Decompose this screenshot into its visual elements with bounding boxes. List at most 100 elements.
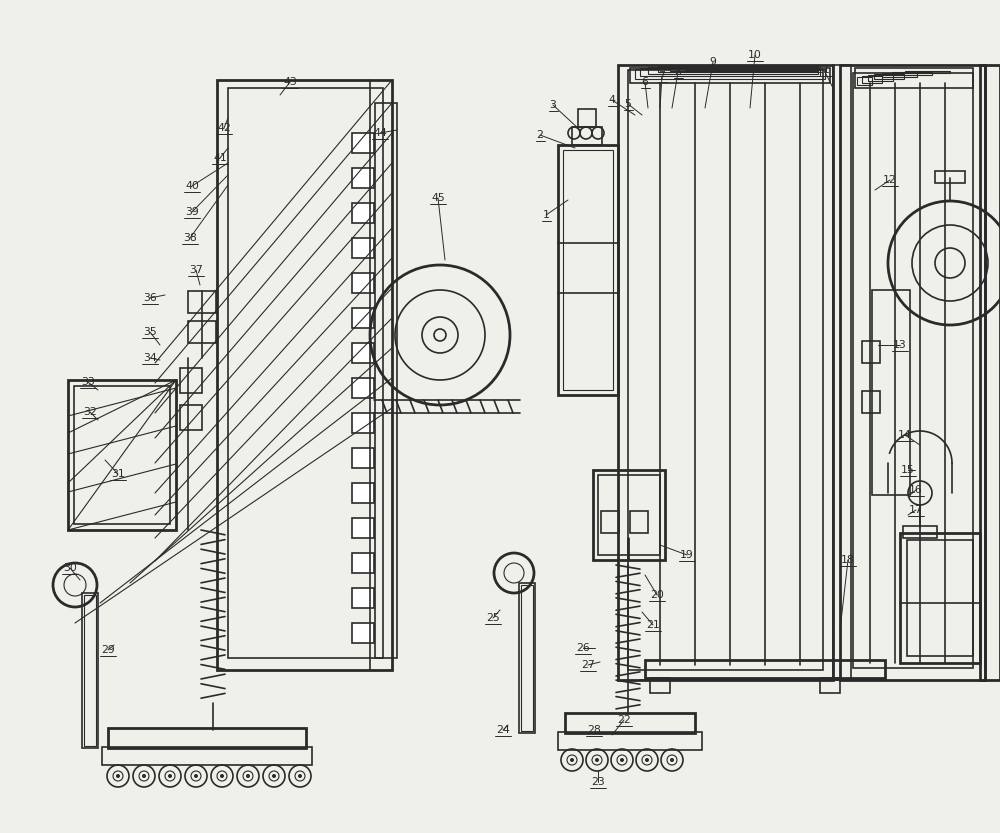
Bar	[670, 66, 818, 71]
Bar	[352, 343, 374, 363]
Text: 10: 10	[748, 50, 762, 60]
Text: 1: 1	[543, 210, 549, 220]
Bar	[618, 65, 833, 680]
Bar	[188, 291, 216, 313]
Text: 33: 33	[81, 377, 95, 387]
Bar	[68, 380, 176, 530]
Text: 44: 44	[373, 128, 387, 138]
Text: 11: 11	[817, 65, 831, 75]
Bar	[352, 238, 374, 258]
Text: 15: 15	[901, 465, 915, 475]
Bar	[598, 475, 660, 555]
Bar	[352, 378, 374, 398]
Circle shape	[246, 774, 250, 778]
Bar	[628, 70, 823, 670]
Bar	[558, 145, 618, 395]
Text: 37: 37	[189, 265, 203, 275]
Bar	[375, 103, 397, 658]
Bar	[521, 585, 533, 731]
Bar	[558, 732, 702, 750]
Text: 26: 26	[576, 643, 590, 653]
Circle shape	[142, 774, 146, 778]
Bar	[352, 623, 374, 643]
Text: 34: 34	[143, 353, 157, 363]
Bar	[84, 595, 96, 746]
Bar	[630, 511, 648, 533]
Text: 25: 25	[486, 613, 500, 623]
Bar	[352, 168, 374, 188]
Bar	[563, 150, 613, 390]
Bar	[935, 171, 965, 183]
Text: 5: 5	[625, 99, 631, 109]
Text: 38: 38	[183, 233, 197, 243]
Text: 6: 6	[642, 77, 648, 87]
Text: 24: 24	[496, 725, 510, 735]
Text: 39: 39	[185, 207, 199, 217]
Circle shape	[298, 774, 302, 778]
Text: 42: 42	[217, 123, 231, 133]
Bar	[572, 127, 602, 145]
Text: 17: 17	[909, 505, 923, 515]
Text: 41: 41	[213, 153, 227, 163]
Bar	[650, 678, 670, 693]
Bar	[352, 133, 374, 153]
Bar	[872, 290, 910, 495]
Bar	[635, 69, 825, 79]
Bar	[217, 80, 392, 670]
Bar	[519, 583, 535, 733]
Circle shape	[272, 774, 276, 778]
Bar	[180, 368, 202, 393]
Bar	[188, 321, 216, 343]
Bar	[565, 713, 695, 733]
Text: 22: 22	[617, 715, 631, 725]
Bar	[903, 526, 937, 538]
Text: 9: 9	[710, 57, 716, 67]
Bar	[352, 273, 374, 293]
Bar	[593, 470, 665, 560]
Circle shape	[670, 758, 674, 762]
Bar	[840, 65, 985, 680]
Bar	[820, 678, 840, 693]
Bar	[658, 66, 818, 72]
Text: 19: 19	[680, 550, 694, 560]
Text: 12: 12	[883, 175, 897, 185]
Bar	[833, 65, 851, 680]
Bar	[980, 65, 1000, 680]
Bar	[900, 533, 980, 663]
Bar	[108, 728, 306, 748]
Text: 2: 2	[537, 130, 543, 140]
Bar	[862, 391, 880, 413]
Text: 35: 35	[143, 327, 157, 337]
Bar	[352, 308, 374, 328]
Text: 28: 28	[587, 725, 601, 735]
Bar	[352, 203, 374, 223]
Text: 20: 20	[650, 590, 664, 600]
Text: 30: 30	[63, 563, 77, 573]
Circle shape	[620, 758, 624, 762]
Text: 4: 4	[609, 95, 615, 105]
Bar	[82, 593, 98, 748]
Circle shape	[570, 758, 574, 762]
Text: 40: 40	[185, 181, 199, 191]
Bar	[853, 73, 973, 668]
Bar	[352, 413, 374, 433]
Bar	[874, 74, 904, 79]
Bar	[352, 588, 374, 608]
Bar	[352, 448, 374, 468]
Bar	[882, 73, 917, 77]
Bar	[352, 483, 374, 503]
Text: 14: 14	[898, 430, 912, 440]
Bar	[102, 747, 312, 765]
Text: 45: 45	[431, 193, 445, 203]
Bar	[685, 66, 818, 70]
Bar	[907, 540, 973, 656]
Bar	[578, 109, 596, 127]
Bar	[74, 386, 170, 524]
Bar	[228, 88, 383, 658]
Text: 3: 3	[550, 100, 556, 110]
Text: 29: 29	[101, 645, 115, 655]
Bar	[648, 67, 818, 74]
Text: 43: 43	[283, 77, 297, 87]
Bar	[857, 77, 872, 85]
Text: 36: 36	[143, 293, 157, 303]
